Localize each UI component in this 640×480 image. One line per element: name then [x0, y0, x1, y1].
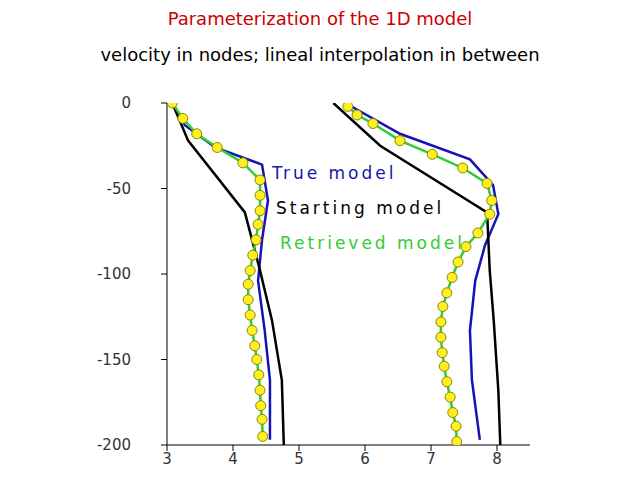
svg-text:-50: -50 — [107, 180, 132, 198]
svg-text:6: 6 — [360, 450, 370, 468]
svg-text:-200: -200 — [97, 436, 131, 454]
html-text:True model: True model — [272, 163, 397, 183]
svg-text:7: 7 — [426, 450, 436, 468]
svg-text:8: 8 — [492, 450, 502, 468]
svg-text:5: 5 — [294, 450, 304, 468]
svg-text:-100: -100 — [97, 265, 131, 283]
html-text:velocity in nodes; lineal inte: velocity in nodes; lineal interpolation … — [100, 44, 540, 65]
html-text:Parameterization of the 1D mod: Parameterization of the 1D model — [167, 8, 473, 29]
html-text:Starting model: Starting model — [276, 198, 445, 218]
svg-text:3: 3 — [162, 450, 172, 468]
html-text:Retrieved model: Retrieved model — [280, 233, 465, 253]
svg-text:-150: -150 — [97, 351, 131, 369]
svg-text:0: 0 — [121, 94, 131, 112]
svg-text:4: 4 — [228, 450, 238, 468]
